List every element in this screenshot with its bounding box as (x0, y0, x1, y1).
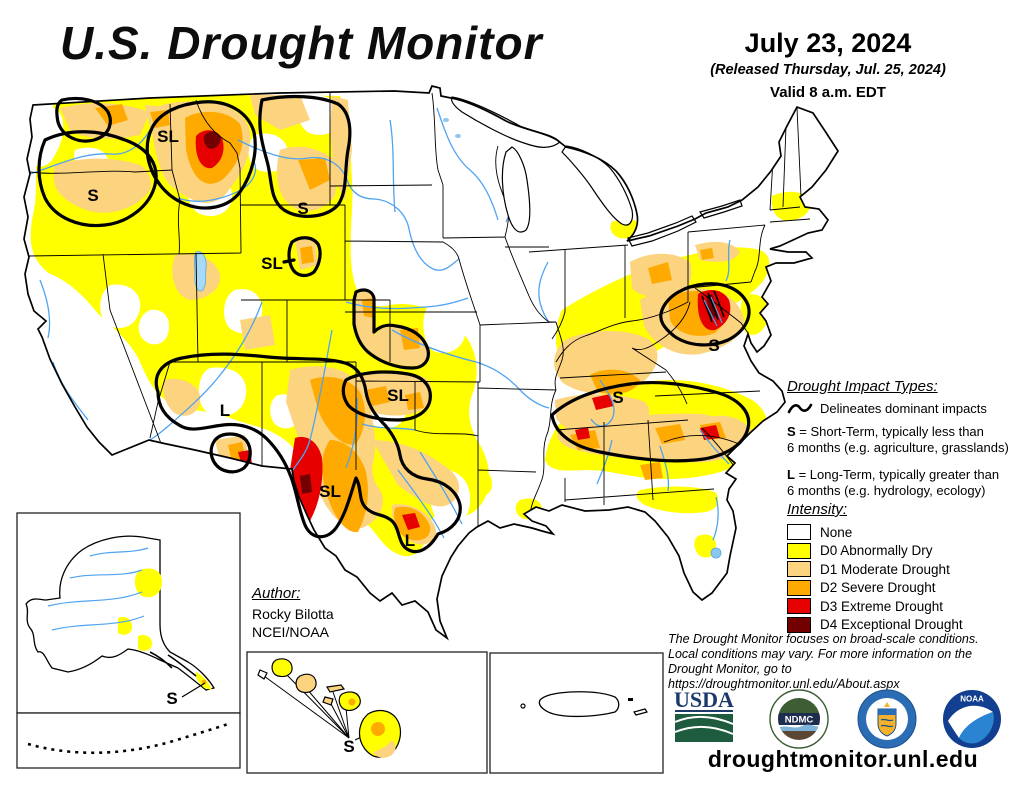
valid-time: Valid 8 a.m. EDT (770, 84, 886, 101)
swatch-d4 (787, 616, 811, 633)
commerce-logo (856, 688, 918, 755)
hawaii-inset: S (246, 651, 488, 774)
website-url: droughtmonitor.unl.edu (707, 746, 979, 772)
label-arizona: L (220, 401, 230, 420)
great-lakes (450, 96, 743, 247)
impact-outlines (37, 94, 751, 554)
alaska-inset: S (16, 512, 241, 769)
small-lakes (193, 118, 722, 559)
author-block: Author: Rocky Bilotta NCEI/NOAA (252, 585, 334, 641)
usda-logo: USDA (672, 687, 736, 751)
author-org: NCEI/NOAA (252, 623, 330, 640)
puerto-rico-inset (489, 652, 664, 774)
swatch-d2 (787, 579, 811, 596)
intensity-heading: Intensity: (787, 501, 848, 518)
legend-item-none: None (787, 524, 1021, 540)
ndmc-logo: NDMC (768, 688, 830, 755)
alaska-outline (25, 535, 216, 691)
label-alaska: S (166, 689, 177, 708)
label-south-texas: L (405, 531, 415, 550)
map-date: July 23, 2024 (744, 28, 912, 58)
legend-item-d3: D3 Extreme Drought (787, 598, 1021, 614)
virginia-hatch (701, 290, 725, 327)
legend-item-d2: D2 Severe Drought (787, 579, 1021, 596)
swatch-d1 (787, 561, 811, 577)
legend-item-d1: D1 Moderate Drought (787, 561, 1021, 577)
puerto-rico-outline (538, 691, 620, 718)
date-block: July 23, 2024 (Released Thursday, Jul. 2… (688, 28, 968, 101)
squiggle-line-icon (787, 403, 813, 413)
label-tennessee: S (612, 388, 623, 407)
short-term-definition: S = Short-Term, typically less than 6 mon… (787, 424, 1009, 455)
label-west-montana: SL (157, 127, 179, 146)
legend-item-d0: D0 Abnormally Dry (787, 542, 1021, 559)
author-name: Rocky Bilotta (252, 606, 334, 622)
svg-text:NOAA: NOAA (960, 695, 984, 704)
aleutian-islands (27, 722, 229, 755)
impact-labels: SL S S SL L SL SL L S S (87, 127, 719, 550)
label-west-texas: SL (319, 482, 341, 501)
intensity-legend: Intensity: None D0 Abnormally Dry D1 Mod… (787, 501, 1021, 635)
label-hawaii: S (343, 737, 354, 756)
swatch-d0 (787, 542, 811, 559)
impact-types-heading: Drought Impact Types: (787, 378, 938, 395)
legend-item-d4: D4 Exceptional Drought (787, 616, 1021, 633)
label-oklahoma-panhandle: SL (387, 386, 409, 405)
impact-types-legend: Drought Impact Types: Delineates dominan… (787, 378, 1021, 510)
label-oregon: S (87, 186, 98, 205)
swatch-d3 (787, 598, 811, 614)
long-term-definition: L = Long-Term, typically greater than 6 m… (787, 467, 1000, 498)
state-boundaries (28, 92, 811, 526)
svg-text:NDMC: NDMC (785, 715, 814, 726)
swatch-none (787, 524, 811, 540)
disclaimer: The Drought Monitor focuses on broad-sca… (668, 632, 979, 691)
svg-text:USDA: USDA (674, 688, 734, 712)
short-term-key: S (787, 424, 796, 439)
agency-logos: USDA NDMC (665, 687, 1021, 751)
label-virginia: S (708, 336, 719, 355)
release-date: (Released Thursday, Jul. 25, 2024) (710, 62, 946, 78)
page-title: U.S. Drought Monitor (60, 17, 543, 69)
label-northeast-wyoming: SL (261, 254, 283, 273)
long-term-key: L (787, 467, 795, 483)
noaa-logo: NOAA (941, 688, 1003, 755)
delineates-label: Delineates dominant impacts (820, 401, 987, 416)
label-east-montana: S (297, 199, 308, 218)
author-heading: Author: (252, 585, 301, 602)
